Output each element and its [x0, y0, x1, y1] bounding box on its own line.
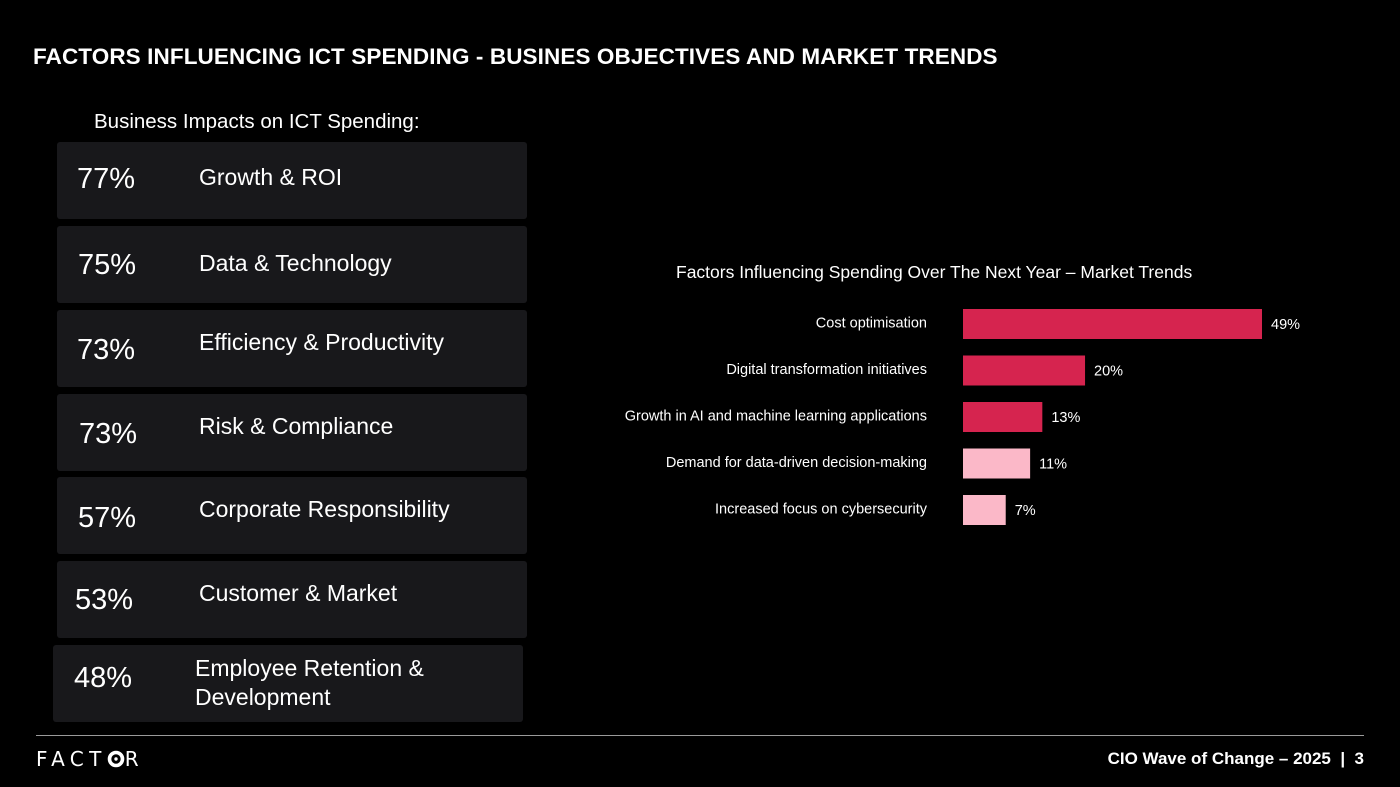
value-label: 20%	[1094, 364, 1123, 380]
chart-title: Factors Influencing Spending Over The Ne…	[676, 262, 1193, 282]
bar	[963, 495, 1006, 525]
category-label: Growth in AI and machine learning applic…	[625, 409, 927, 425]
impact-label: Customer & Market	[199, 580, 398, 606]
category-label: Demand for data-driven decision-making	[666, 455, 927, 471]
factor-logo: FACT R	[36, 748, 144, 770]
impact-card-customer: 53% Customer & Market	[57, 561, 527, 638]
impact-label: Risk & Compliance	[199, 413, 394, 439]
impact-percent: 48%	[74, 662, 133, 694]
impact-label: Efficiency & Productivity	[199, 329, 445, 355]
page-title: FACTORS INFLUENCING ICT SPENDING - BUSIN…	[33, 44, 998, 69]
impact-card-corporate: 57% Corporate Responsibility	[57, 477, 527, 554]
impact-label: Employee Retention & Development	[195, 655, 424, 710]
value-label: 11%	[1039, 457, 1067, 473]
impact-percent: 77%	[77, 163, 136, 195]
footer-divider	[36, 735, 1364, 736]
impact-card-risk: 73% Risk & Compliance	[57, 394, 527, 471]
impact-label: Growth & ROI	[199, 164, 343, 190]
value-label: 13%	[1051, 410, 1080, 426]
value-label: 49%	[1271, 317, 1300, 333]
impact-percent: 73%	[77, 334, 136, 366]
impact-percent: 73%	[79, 418, 138, 450]
logo-ring-icon	[107, 750, 125, 768]
impact-card-data-technology: 75% Data & Technology	[57, 226, 527, 303]
bar	[963, 309, 1262, 339]
impact-percent: 53%	[75, 584, 134, 616]
impact-card-growth: 77% Growth & ROI	[57, 142, 527, 219]
impact-percent: 57%	[78, 502, 137, 534]
bar	[963, 402, 1043, 432]
impact-card-employee: 48% Employee Retention & Development	[53, 645, 523, 722]
category-label: Digital transformation initiatives	[726, 362, 927, 378]
impact-label: Data & Technology	[199, 250, 392, 276]
impact-card-efficiency: 73% Efficiency & Productivity	[57, 310, 527, 387]
report-footer: CIO Wave of Change – 2025 | 3	[1107, 749, 1364, 768]
category-label: Cost optimisation	[816, 316, 927, 332]
logo-text: R	[124, 747, 145, 771]
bar	[963, 448, 1031, 479]
impact-percent: 75%	[78, 249, 137, 281]
bar	[963, 355, 1086, 386]
logo-text: FACT	[36, 747, 107, 771]
value-label: 7%	[1015, 503, 1036, 519]
impact-label: Corporate Responsibility	[199, 496, 450, 522]
category-label: Increased focus on cybersecurity	[715, 502, 928, 518]
impacts-heading: Business Impacts on ICT Spending:	[94, 110, 420, 133]
